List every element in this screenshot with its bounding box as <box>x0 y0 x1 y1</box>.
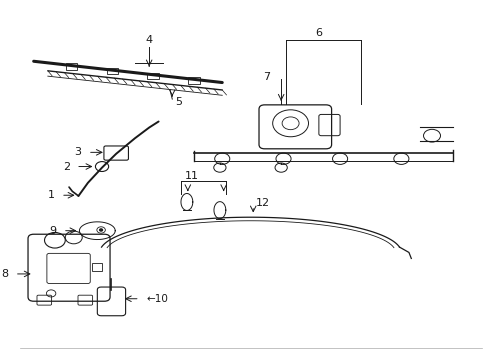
Text: 8: 8 <box>1 269 9 279</box>
Bar <box>65 63 77 70</box>
Bar <box>188 77 199 84</box>
Text: 3: 3 <box>74 147 81 157</box>
Text: 5: 5 <box>175 97 182 107</box>
Text: 9: 9 <box>50 226 57 236</box>
Text: 6: 6 <box>315 28 322 38</box>
Bar <box>106 68 118 75</box>
Text: 7: 7 <box>263 72 270 82</box>
Text: ←10: ←10 <box>146 294 168 304</box>
Text: 4: 4 <box>145 35 152 45</box>
Text: 11: 11 <box>184 171 198 181</box>
Circle shape <box>100 229 102 231</box>
Text: 12: 12 <box>255 198 269 208</box>
Bar <box>147 73 159 79</box>
Text: 2: 2 <box>63 162 70 171</box>
Text: 1: 1 <box>48 190 55 200</box>
